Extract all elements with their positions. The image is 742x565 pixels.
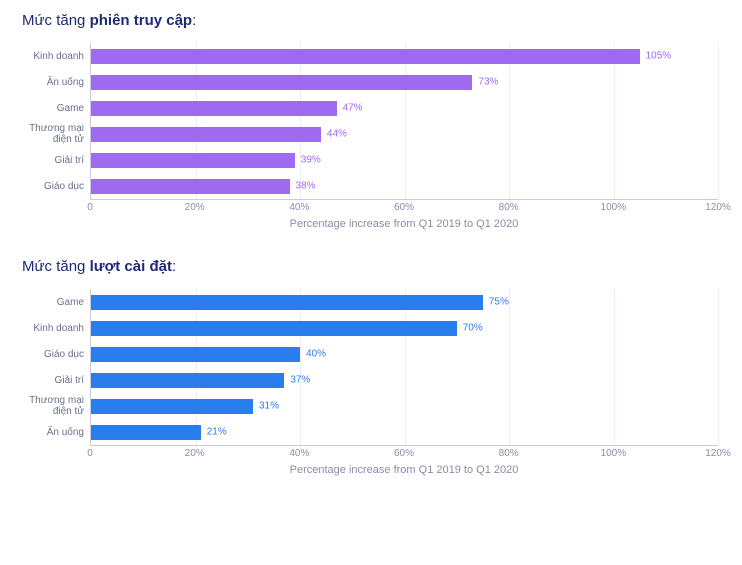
category-label: Ăn uống (12, 419, 90, 445)
chart-area: Kinh doanhĂn uốngGameThương mại điện tửG… (12, 43, 718, 230)
title-suffix: : (192, 12, 196, 29)
plot-area: 105% 73% 47% 44% 39% 38% (90, 43, 718, 200)
title-suffix: : (172, 258, 176, 275)
bar: 37% (91, 373, 284, 388)
category-label: Game (12, 95, 90, 121)
x-tick-label: 60% (394, 448, 414, 459)
x-axis-label: Percentage increase from Q1 2019 to Q1 2… (90, 218, 718, 230)
bar: 105% (91, 49, 640, 64)
bar-row: 21% (91, 419, 718, 445)
bar-row: 31% (91, 393, 718, 419)
bar-row: 105% (91, 43, 718, 69)
bar-value-label: 39% (301, 155, 321, 166)
x-tick-label: 80% (499, 202, 519, 213)
bar-row: 73% (91, 69, 718, 95)
bar-row: 39% (91, 147, 718, 173)
bar-row: 47% (91, 95, 718, 121)
x-tick-label: 0 (87, 202, 93, 213)
bar-row: 75% (91, 289, 718, 315)
category-label: Ăn uống (12, 69, 90, 95)
bar: 38% (91, 179, 290, 194)
chart-area: GameKinh doanhGiáo dụcGiải tríThương mại… (12, 289, 718, 476)
category-label: Thương mại điện tử (12, 121, 90, 147)
bar-row: 70% (91, 315, 718, 341)
bar: 44% (91, 127, 321, 142)
bar-value-label: 37% (290, 375, 310, 386)
bar-value-label: 73% (478, 77, 498, 88)
chart-title: Mức tăng phiên truy cập: (22, 12, 718, 29)
bar: 47% (91, 101, 337, 116)
x-tick-label: 120% (705, 448, 731, 459)
chart-title: Mức tăng lượt cài đặt: (22, 258, 718, 275)
category-label: Game (12, 289, 90, 315)
bar-value-label: 105% (646, 51, 672, 62)
installs-chart: Mức tăng lượt cài đặt: GameKinh doanhGiá… (12, 258, 718, 476)
title-bold: lượt cài đặt (90, 258, 172, 275)
x-axis-label: Percentage increase from Q1 2019 to Q1 2… (90, 464, 718, 476)
category-label: Kinh doanh (12, 315, 90, 341)
bar-value-label: 47% (343, 103, 363, 114)
x-tick-label: 40% (289, 448, 309, 459)
bar-value-label: 38% (296, 181, 316, 192)
category-label: Giải trí (12, 147, 90, 173)
category-label: Kinh doanh (12, 43, 90, 69)
bar-value-label: 75% (489, 297, 509, 308)
x-tick-label: 20% (185, 202, 205, 213)
bar-row: 44% (91, 121, 718, 147)
x-ticks: 020%40%60%80%100%120% (90, 446, 718, 462)
title-prefix: Mức tăng (22, 258, 90, 275)
plot-area: 75% 70% 40% 37% 31% 21% (90, 289, 718, 446)
bar: 70% (91, 321, 457, 336)
x-tick-label: 80% (499, 448, 519, 459)
title-bold: phiên truy cập (90, 12, 193, 29)
bar: 31% (91, 399, 253, 414)
bar-value-label: 21% (207, 427, 227, 438)
plot-column: 105%73%47%44%39%38% 020%40%60%80%100%120… (90, 43, 718, 230)
x-tick-label: 20% (185, 448, 205, 459)
bar: 39% (91, 153, 295, 168)
category-label: Thương mại điện tử (12, 393, 90, 419)
bar-value-label: 31% (259, 401, 279, 412)
category-labels: Kinh doanhĂn uốngGameThương mại điện tửG… (12, 43, 90, 230)
bar-value-label: 70% (463, 323, 483, 334)
bar-row: 38% (91, 173, 718, 199)
bar: 75% (91, 295, 483, 310)
x-tick-label: 100% (601, 202, 627, 213)
bar-row: 37% (91, 367, 718, 393)
gridline (718, 289, 719, 445)
plot-column: 75%70%40%37%31%21% 020%40%60%80%100%120%… (90, 289, 718, 476)
bar-value-label: 40% (306, 349, 326, 360)
x-tick-label: 60% (394, 202, 414, 213)
category-label: Giáo dục (12, 341, 90, 367)
category-labels: GameKinh doanhGiáo dụcGiải tríThương mại… (12, 289, 90, 476)
bar-value-label: 44% (327, 129, 347, 140)
x-ticks: 020%40%60%80%100%120% (90, 200, 718, 216)
gridline (718, 43, 719, 199)
bar-row: 40% (91, 341, 718, 367)
x-tick-label: 40% (289, 202, 309, 213)
x-tick-label: 100% (601, 448, 627, 459)
title-prefix: Mức tăng (22, 12, 90, 29)
category-label: Giải trí (12, 367, 90, 393)
bar: 21% (91, 425, 201, 440)
bar: 73% (91, 75, 472, 90)
category-label: Giáo dục (12, 173, 90, 199)
sessions-chart: Mức tăng phiên truy cập: Kinh doanhĂn uố… (12, 12, 718, 230)
x-tick-label: 0 (87, 448, 93, 459)
bar: 40% (91, 347, 300, 362)
x-tick-label: 120% (705, 202, 731, 213)
